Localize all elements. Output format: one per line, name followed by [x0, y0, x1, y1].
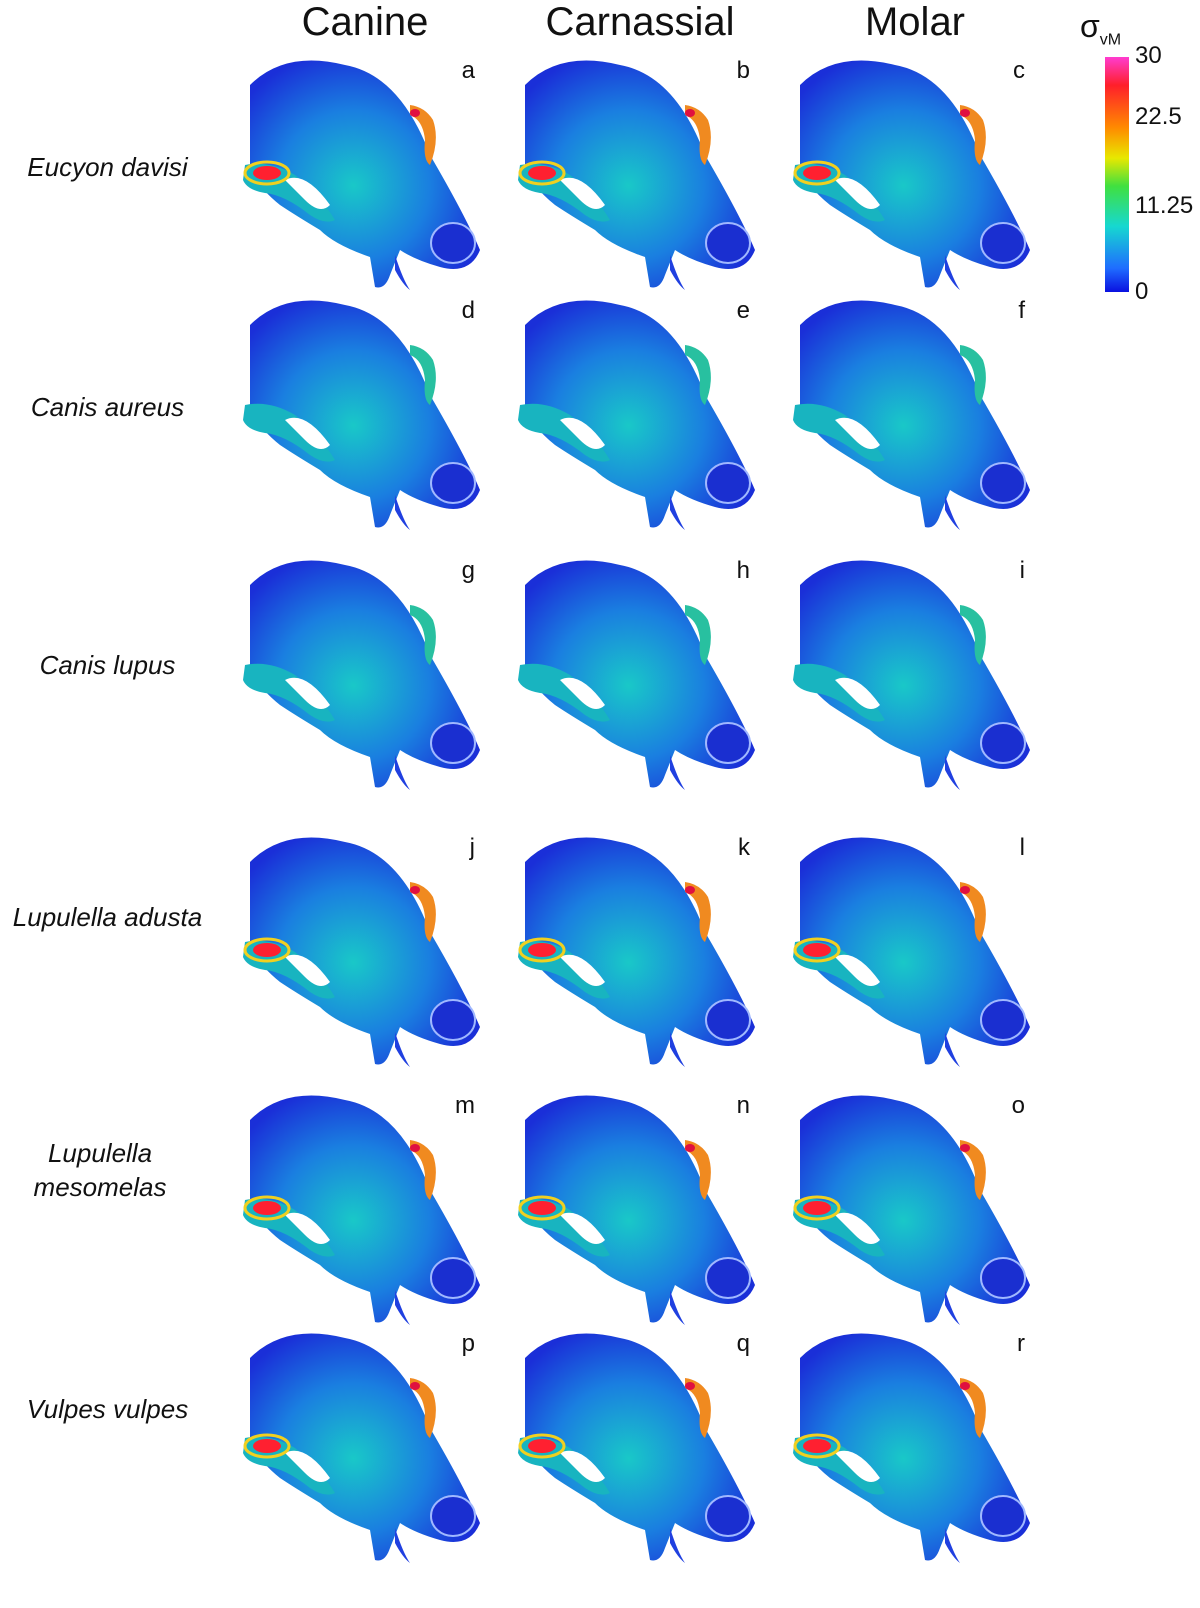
skull-panel-g: g	[225, 545, 505, 795]
panel-letter: k	[738, 834, 750, 861]
skull-panel-b: b	[500, 45, 780, 295]
skull-panel-p: p	[225, 1318, 505, 1568]
skull-panel-o: o	[775, 1080, 1055, 1330]
skull-panel-k: k	[500, 822, 780, 1072]
panel-letter: p	[461, 1330, 475, 1357]
column-header-carnassial: Carnassial	[545, 0, 735, 44]
skull-panel-a: a	[225, 45, 505, 295]
panel-letter: b	[736, 57, 750, 84]
column-header-molar: Molar	[864, 0, 966, 44]
skull-stress-image	[518, 1095, 755, 1325]
row-label-lupulella-mesomelas: Lupulella mesomelas	[33, 1138, 167, 1202]
panel-letter: d	[461, 297, 475, 324]
skull-stress-image	[243, 1333, 480, 1563]
skull-panel-j: j	[225, 822, 505, 1072]
skull-panel-l: l	[775, 822, 1055, 1072]
panel-letter: q	[736, 1330, 750, 1357]
skull-panel-d: d	[225, 285, 505, 535]
row-label-vulpes-vulpes: Vulpes vulpes	[26, 1394, 189, 1424]
column-header-canine: Canine	[301, 0, 429, 44]
panel-letter: g	[461, 557, 475, 584]
skull-panel-e: e	[500, 285, 780, 535]
skull-stress-image	[518, 837, 755, 1067]
scale-tick-30: 30	[1135, 42, 1162, 69]
skull-panel-r: r	[775, 1318, 1055, 1568]
skull-stress-image	[518, 1333, 755, 1563]
skull-panel-n: n	[500, 1080, 780, 1330]
stress-color-scale	[1105, 57, 1129, 292]
scale-tick-11-25: 11.25	[1135, 192, 1194, 219]
row-label-canis-lupus: Canis lupus	[39, 650, 176, 680]
panel-letter: m	[455, 1092, 475, 1119]
skull-stress-image	[243, 837, 480, 1067]
panel-letter: i	[1019, 557, 1025, 584]
skull-stress-image	[243, 560, 480, 790]
panel-letter: l	[1019, 834, 1025, 861]
skull-stress-image	[793, 837, 1030, 1067]
skull-stress-image	[243, 1095, 480, 1325]
skull-stress-image	[243, 60, 480, 290]
skull-stress-image	[793, 1095, 1030, 1325]
panel-letter: o	[1011, 1092, 1025, 1119]
skull-stress-image	[518, 560, 755, 790]
skull-panel-c: c	[775, 45, 1055, 295]
row-label-canis-aureus: Canis aureus	[30, 392, 185, 422]
row-label-lupulella-adusta: Lupulella adusta	[12, 902, 203, 932]
skull-panel-f: f	[775, 285, 1055, 535]
panel-letter: e	[736, 297, 750, 324]
scale-tick-0: 0	[1135, 278, 1149, 305]
skull-stress-image	[793, 60, 1030, 290]
skull-panel-m: m	[225, 1080, 505, 1330]
panel-letter: c	[1013, 57, 1025, 84]
scale-title: σvM	[1080, 8, 1122, 49]
skull-panel-q: q	[500, 1318, 780, 1568]
panel-letter: f	[1018, 297, 1025, 324]
panel-letter: h	[736, 557, 750, 584]
panel-letter: r	[1017, 1330, 1025, 1357]
row-label-eucyon-davisi: Eucyon davisi	[27, 152, 188, 182]
panel-letter: n	[736, 1092, 750, 1119]
skull-panel-i: i	[775, 545, 1055, 795]
skull-panel-h: h	[500, 545, 780, 795]
skull-stress-image	[793, 560, 1030, 790]
skull-stress-image	[518, 300, 755, 530]
skull-stress-image	[243, 300, 480, 530]
panel-letter: a	[461, 57, 475, 84]
skull-stress-image	[518, 60, 755, 290]
scale-tick-22-5: 22.5	[1135, 103, 1182, 130]
skull-stress-image	[793, 300, 1030, 530]
panel-letter: j	[469, 834, 475, 861]
skull-stress-image	[793, 1333, 1030, 1563]
